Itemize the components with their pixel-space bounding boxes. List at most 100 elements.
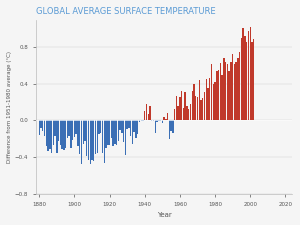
Bar <box>56 120 58 153</box>
Bar <box>216 71 218 120</box>
Bar <box>241 38 242 120</box>
Bar <box>46 120 47 146</box>
Bar <box>132 120 133 144</box>
Bar <box>93 120 94 161</box>
Bar <box>209 78 211 120</box>
Bar <box>95 120 96 154</box>
Bar <box>72 120 74 140</box>
Bar <box>65 120 66 148</box>
Bar <box>44 120 45 136</box>
Bar <box>179 97 181 120</box>
Bar <box>223 58 225 120</box>
Bar <box>111 120 112 138</box>
Bar <box>116 120 117 145</box>
Bar <box>239 52 240 120</box>
Bar <box>146 104 147 120</box>
Bar <box>38 120 40 135</box>
Bar <box>70 120 72 148</box>
Bar <box>225 62 226 120</box>
Bar <box>199 80 200 120</box>
Bar <box>54 120 56 136</box>
Bar <box>204 92 205 120</box>
Bar <box>206 79 207 120</box>
Bar <box>193 84 195 120</box>
Bar <box>156 120 158 122</box>
Bar <box>119 120 121 130</box>
Bar <box>60 120 61 145</box>
Bar <box>118 120 119 141</box>
Bar <box>89 120 91 164</box>
Bar <box>58 120 59 141</box>
Bar <box>202 98 203 120</box>
Bar <box>244 36 246 120</box>
Bar <box>246 43 247 120</box>
Bar <box>167 113 168 120</box>
Bar <box>158 120 160 121</box>
Bar <box>214 82 216 120</box>
Bar <box>250 27 251 120</box>
Bar <box>121 120 123 133</box>
Bar <box>40 120 42 128</box>
Bar <box>42 120 44 130</box>
Bar <box>67 120 68 138</box>
Bar <box>107 120 109 145</box>
Bar <box>61 120 63 149</box>
Bar <box>52 120 54 145</box>
Bar <box>91 120 93 160</box>
Bar <box>164 117 165 120</box>
Bar <box>153 120 154 121</box>
Bar <box>218 70 219 120</box>
Bar <box>160 120 161 121</box>
Bar <box>190 104 191 120</box>
Bar <box>176 96 177 120</box>
Bar <box>105 120 107 148</box>
Bar <box>76 120 77 134</box>
Bar <box>195 96 196 120</box>
Bar <box>183 108 184 120</box>
Bar <box>207 88 209 120</box>
Bar <box>174 108 175 120</box>
Bar <box>172 120 174 133</box>
Bar <box>234 65 235 120</box>
Text: GLOBAL AVERAGE SURFACE TEMPERATURE: GLOBAL AVERAGE SURFACE TEMPERATURE <box>36 7 215 16</box>
Bar <box>77 120 79 146</box>
Bar <box>84 120 86 141</box>
Bar <box>197 97 198 120</box>
Bar <box>184 92 186 120</box>
Bar <box>134 120 135 132</box>
Bar <box>220 63 221 120</box>
X-axis label: Year: Year <box>157 212 172 218</box>
Bar <box>130 120 131 136</box>
Bar <box>188 109 189 120</box>
Bar <box>237 58 238 120</box>
Bar <box>128 120 130 128</box>
Bar <box>109 120 110 145</box>
Bar <box>232 54 233 120</box>
Y-axis label: Difference from 1951-1980 average (°C): Difference from 1951-1980 average (°C) <box>7 51 12 163</box>
Bar <box>82 120 84 144</box>
Bar <box>165 119 166 120</box>
Bar <box>125 120 126 155</box>
Bar <box>253 39 254 120</box>
Bar <box>144 111 146 120</box>
Bar <box>98 120 100 134</box>
Bar <box>74 120 75 137</box>
Bar <box>221 75 223 120</box>
Bar <box>177 106 179 120</box>
Bar <box>79 120 80 154</box>
Bar <box>191 91 193 120</box>
Bar <box>228 71 230 120</box>
Bar <box>112 120 114 146</box>
Bar <box>213 84 214 120</box>
Bar <box>81 120 82 164</box>
Bar <box>151 120 152 121</box>
Bar <box>137 120 138 134</box>
Bar <box>135 120 137 138</box>
Bar <box>127 120 128 129</box>
Bar <box>102 120 103 153</box>
Bar <box>148 114 149 120</box>
Bar <box>51 120 52 153</box>
Bar <box>170 120 172 130</box>
Bar <box>248 31 249 120</box>
Bar <box>200 100 202 120</box>
